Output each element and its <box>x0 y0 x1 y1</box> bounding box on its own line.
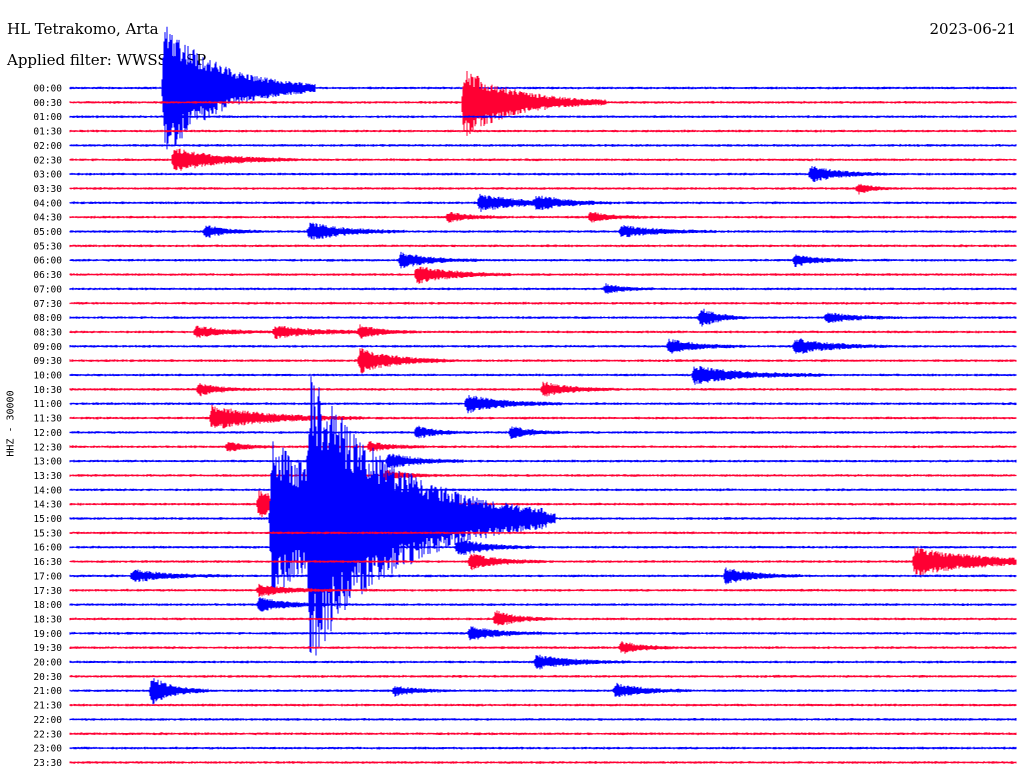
trace-1600 <box>69 537 1017 555</box>
row-time-label: 14:00 <box>33 485 62 496</box>
row-time-label: 09:30 <box>33 356 62 367</box>
trace-0000 <box>69 26 1017 150</box>
trace-0600 <box>69 251 1017 269</box>
row-time-label: 05:00 <box>33 227 62 238</box>
row-time-label: 00:30 <box>33 98 62 109</box>
trace-0030 <box>69 71 1017 136</box>
row-time-label: 10:30 <box>33 385 62 396</box>
date-label: 2023-06-21 <box>929 20 1016 38</box>
trace-1530 <box>69 531 1017 535</box>
row-time-label: 19:30 <box>33 643 62 654</box>
row-time-label: 14:30 <box>33 500 62 511</box>
trace-0230 <box>69 148 1017 171</box>
row-time-label: 02:00 <box>33 141 62 152</box>
row-time-label: 23:30 <box>33 758 62 769</box>
trace-1100 <box>69 395 1017 414</box>
row-time-label: 22:30 <box>33 729 62 740</box>
row-time-label: 17:30 <box>33 586 62 597</box>
row-time-label: 19:00 <box>33 629 62 640</box>
trace-2300 <box>69 746 1017 750</box>
row-time-label: 03:30 <box>33 184 62 195</box>
row-time-label: 20:30 <box>33 672 62 683</box>
trace-0830 <box>69 324 1017 339</box>
row-time-label: 18:30 <box>33 614 62 625</box>
trace-0500 <box>69 222 1017 240</box>
row-time-label: 12:30 <box>33 442 62 453</box>
row-time-label: 08:30 <box>33 327 62 338</box>
filter-label: Applied filter: WWSSN-SP <box>7 51 207 69</box>
trace-0800 <box>69 308 1017 327</box>
row-time-label: 15:00 <box>33 514 62 525</box>
trace-1230 <box>69 441 1017 453</box>
row-time-label: 16:00 <box>33 543 62 554</box>
trace-2130 <box>69 703 1017 707</box>
row-time-label: 12:00 <box>33 428 62 439</box>
row-time-label: 21:00 <box>33 686 62 697</box>
row-time-label: 07:30 <box>33 299 62 310</box>
station-title: HL Tetrakomo, Arta <box>7 20 159 38</box>
row-time-label: 13:30 <box>33 471 62 482</box>
trace-1830 <box>69 610 1017 626</box>
row-time-label: 06:00 <box>33 256 62 267</box>
trace-0530 <box>69 244 1017 248</box>
trace-0430 <box>69 212 1017 223</box>
trace-0900 <box>69 338 1017 354</box>
trace-0200 <box>69 143 1017 147</box>
trace-0330 <box>69 183 1017 195</box>
trace-2330 <box>69 761 1017 764</box>
trace-1700 <box>69 567 1017 585</box>
trace-1630 <box>69 547 1017 576</box>
trace-1400 <box>69 488 1017 492</box>
row-time-label: 20:00 <box>33 658 62 669</box>
row-time-label: 04:00 <box>33 198 62 209</box>
row-time-label: 02:30 <box>33 155 62 166</box>
row-time-label: 17:00 <box>33 571 62 582</box>
row-time-label: 09:00 <box>33 342 62 353</box>
row-time-label: 10:00 <box>33 371 62 382</box>
row-time-label: 04:30 <box>33 213 62 224</box>
trace-1930 <box>69 641 1017 654</box>
trace-1200 <box>69 425 1017 439</box>
row-time-label: 11:00 <box>33 399 62 410</box>
trace-0630 <box>69 266 1017 284</box>
trace-1730 <box>69 583 1017 597</box>
trace-0130 <box>69 129 1017 133</box>
trace-1130 <box>69 404 1017 429</box>
trace-0700 <box>69 283 1017 294</box>
trace-1300 <box>69 453 1017 468</box>
trace-1900 <box>69 626 1017 641</box>
trace-0300 <box>69 166 1017 182</box>
trace-2000 <box>69 654 1017 670</box>
trace-2230 <box>69 732 1017 736</box>
trace-1330 <box>69 470 1017 480</box>
row-time-label: 08:00 <box>33 313 62 324</box>
row-time-label: 03:00 <box>33 170 62 181</box>
trace-2030 <box>69 674 1017 678</box>
row-time-label: 01:00 <box>33 112 62 123</box>
row-time-label: 21:30 <box>33 701 62 712</box>
trace-1800 <box>69 597 1017 612</box>
row-time-label: 01:30 <box>33 127 62 138</box>
trace-1500 <box>69 376 1017 656</box>
trace-1000 <box>69 366 1017 385</box>
trace-0730 <box>69 301 1017 305</box>
trace-0930 <box>69 348 1017 374</box>
row-time-label: 07:00 <box>33 284 62 295</box>
trace-2200 <box>69 718 1017 721</box>
row-time-label: 16:30 <box>33 557 62 568</box>
trace-2100 <box>69 678 1017 705</box>
row-time-label: 18:00 <box>33 600 62 611</box>
row-time-label: 06:30 <box>33 270 62 281</box>
trace-1030 <box>69 381 1017 397</box>
trace-0400 <box>69 193 1017 212</box>
row-time-label: 00:00 <box>33 84 62 95</box>
row-time-label: 22:00 <box>33 715 62 726</box>
row-time-label: 23:00 <box>33 744 62 755</box>
row-time-label: 05:30 <box>33 241 62 252</box>
row-time-label: 11:30 <box>33 414 62 425</box>
trace-0100 <box>69 115 1017 119</box>
row-time-label: 15:30 <box>33 528 62 539</box>
row-time-label: 13:00 <box>33 457 62 468</box>
